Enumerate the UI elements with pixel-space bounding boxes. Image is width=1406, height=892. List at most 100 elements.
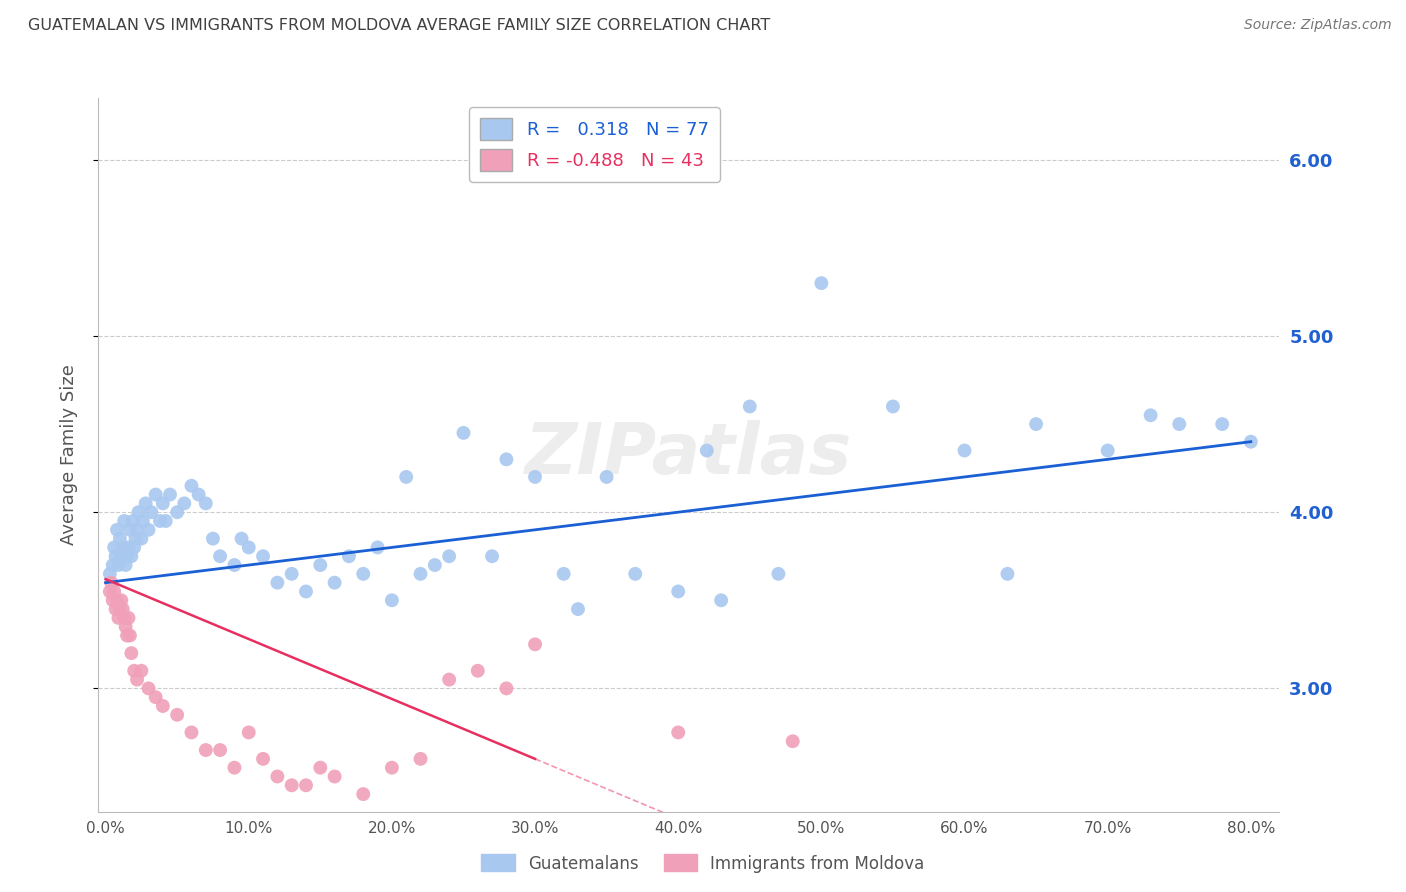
Point — [567, 602, 589, 616]
Point — [173, 496, 195, 510]
Point — [768, 566, 790, 581]
Point — [252, 752, 274, 766]
Point — [107, 558, 129, 572]
Point — [180, 479, 202, 493]
Point — [112, 514, 135, 528]
Point — [495, 681, 517, 696]
Point — [125, 523, 148, 537]
Point — [1240, 434, 1263, 449]
Point — [309, 761, 332, 775]
Point — [120, 549, 142, 564]
Point — [238, 725, 260, 739]
Point — [280, 566, 302, 581]
Point — [166, 505, 188, 519]
Point — [224, 558, 246, 572]
Point — [104, 602, 127, 616]
Point — [110, 593, 132, 607]
Point — [224, 761, 246, 775]
Point — [1211, 417, 1233, 431]
Point — [121, 514, 143, 528]
Point — [194, 496, 217, 510]
Point — [114, 558, 136, 572]
Point — [323, 769, 346, 783]
Point — [882, 400, 904, 414]
Point — [118, 523, 141, 537]
Text: ZIPatlas: ZIPatlas — [526, 420, 852, 490]
Point — [209, 549, 232, 564]
Point — [145, 487, 167, 501]
Point — [437, 673, 460, 687]
Point — [101, 593, 124, 607]
Text: Source: ZipAtlas.com: Source: ZipAtlas.com — [1244, 18, 1392, 32]
Point — [131, 532, 153, 546]
Point — [145, 690, 167, 705]
Point — [352, 787, 374, 801]
Point — [149, 514, 172, 528]
Point — [111, 541, 134, 555]
Point — [395, 470, 418, 484]
Point — [187, 487, 209, 501]
Point — [295, 584, 318, 599]
Point — [166, 707, 188, 722]
Point — [710, 593, 733, 607]
Point — [104, 549, 127, 564]
Y-axis label: Average Family Size: Average Family Size — [59, 365, 77, 545]
Point — [782, 734, 804, 748]
Point — [367, 541, 389, 555]
Point — [453, 425, 475, 440]
Point — [231, 532, 253, 546]
Legend: Guatemalans, Immigrants from Moldova: Guatemalans, Immigrants from Moldova — [475, 847, 931, 880]
Point — [124, 532, 146, 546]
Point — [120, 646, 142, 660]
Point — [337, 549, 360, 564]
Point — [280, 778, 302, 792]
Point — [495, 452, 517, 467]
Point — [111, 602, 134, 616]
Point — [115, 628, 138, 642]
Point — [309, 558, 332, 572]
Point — [209, 743, 232, 757]
Point — [115, 549, 138, 564]
Point — [103, 584, 125, 599]
Point — [266, 575, 288, 590]
Point — [108, 602, 131, 616]
Point — [112, 611, 135, 625]
Point — [1139, 409, 1161, 423]
Point — [624, 566, 647, 581]
Point — [409, 752, 432, 766]
Point — [135, 496, 157, 510]
Point — [152, 496, 174, 510]
Point — [1097, 443, 1119, 458]
Point — [696, 443, 718, 458]
Point — [437, 549, 460, 564]
Point — [553, 566, 575, 581]
Point — [117, 611, 139, 625]
Point — [666, 584, 689, 599]
Point — [105, 523, 128, 537]
Point — [381, 593, 404, 607]
Point — [595, 470, 617, 484]
Point — [122, 664, 145, 678]
Point — [409, 566, 432, 581]
Point — [138, 681, 160, 696]
Point — [138, 523, 160, 537]
Point — [114, 620, 136, 634]
Point — [252, 549, 274, 564]
Point — [98, 584, 121, 599]
Point — [524, 637, 547, 651]
Point — [155, 514, 177, 528]
Point — [98, 566, 121, 581]
Point — [159, 487, 181, 501]
Point — [481, 549, 503, 564]
Point — [352, 566, 374, 581]
Point — [152, 698, 174, 713]
Point — [524, 470, 547, 484]
Point — [108, 532, 131, 546]
Point — [201, 532, 224, 546]
Point — [423, 558, 446, 572]
Point — [381, 761, 404, 775]
Point — [295, 778, 318, 792]
Point — [128, 505, 150, 519]
Point — [810, 276, 832, 290]
Point — [194, 743, 217, 757]
